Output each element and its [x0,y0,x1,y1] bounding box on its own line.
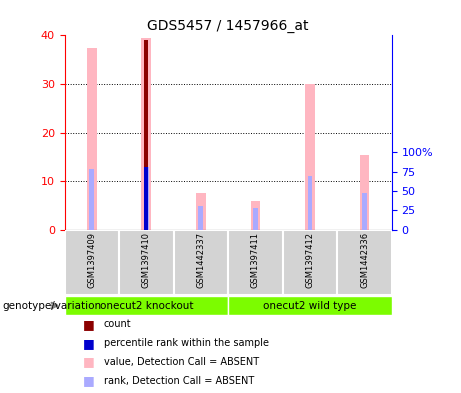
Text: rank, Detection Call = ABSENT: rank, Detection Call = ABSENT [104,376,254,386]
Bar [228,230,283,295]
Bar [307,176,313,230]
Text: ■: ■ [83,318,95,331]
Bar [144,167,148,230]
Text: onecut2 wild type: onecut2 wild type [263,301,357,310]
Text: count: count [104,319,131,329]
Text: GSM1397410: GSM1397410 [142,232,151,288]
Text: ■: ■ [83,336,95,350]
Bar [144,167,149,230]
Bar [199,206,203,230]
Text: genotype/variation: genotype/variation [2,301,101,310]
Bar [144,40,148,230]
Bar [337,230,392,295]
Text: GSM1397409: GSM1397409 [87,232,96,288]
Bar [65,230,119,295]
Bar [65,296,228,315]
Bar [253,208,258,230]
Title: GDS5457 / 1457966_at: GDS5457 / 1457966_at [148,19,309,33]
Bar [251,201,260,230]
Text: GSM1397411: GSM1397411 [251,232,260,288]
Bar [305,84,315,230]
Text: ■: ■ [83,355,95,369]
Bar [228,296,392,315]
Bar [283,230,337,295]
Bar [360,154,369,230]
Text: onecut2 knockout: onecut2 knockout [100,301,193,310]
Text: value, Detection Call = ABSENT: value, Detection Call = ABSENT [104,357,259,367]
Text: GSM1442337: GSM1442337 [196,232,206,288]
Text: percentile rank within the sample: percentile rank within the sample [104,338,269,348]
Bar [362,193,367,230]
Text: GSM1442336: GSM1442336 [360,232,369,288]
Bar [119,230,174,295]
Bar [196,193,206,230]
Text: GSM1397412: GSM1397412 [306,232,314,288]
Bar [174,230,228,295]
Bar [142,38,151,230]
Bar [89,169,94,230]
Bar [87,48,97,230]
Text: ■: ■ [83,374,95,387]
